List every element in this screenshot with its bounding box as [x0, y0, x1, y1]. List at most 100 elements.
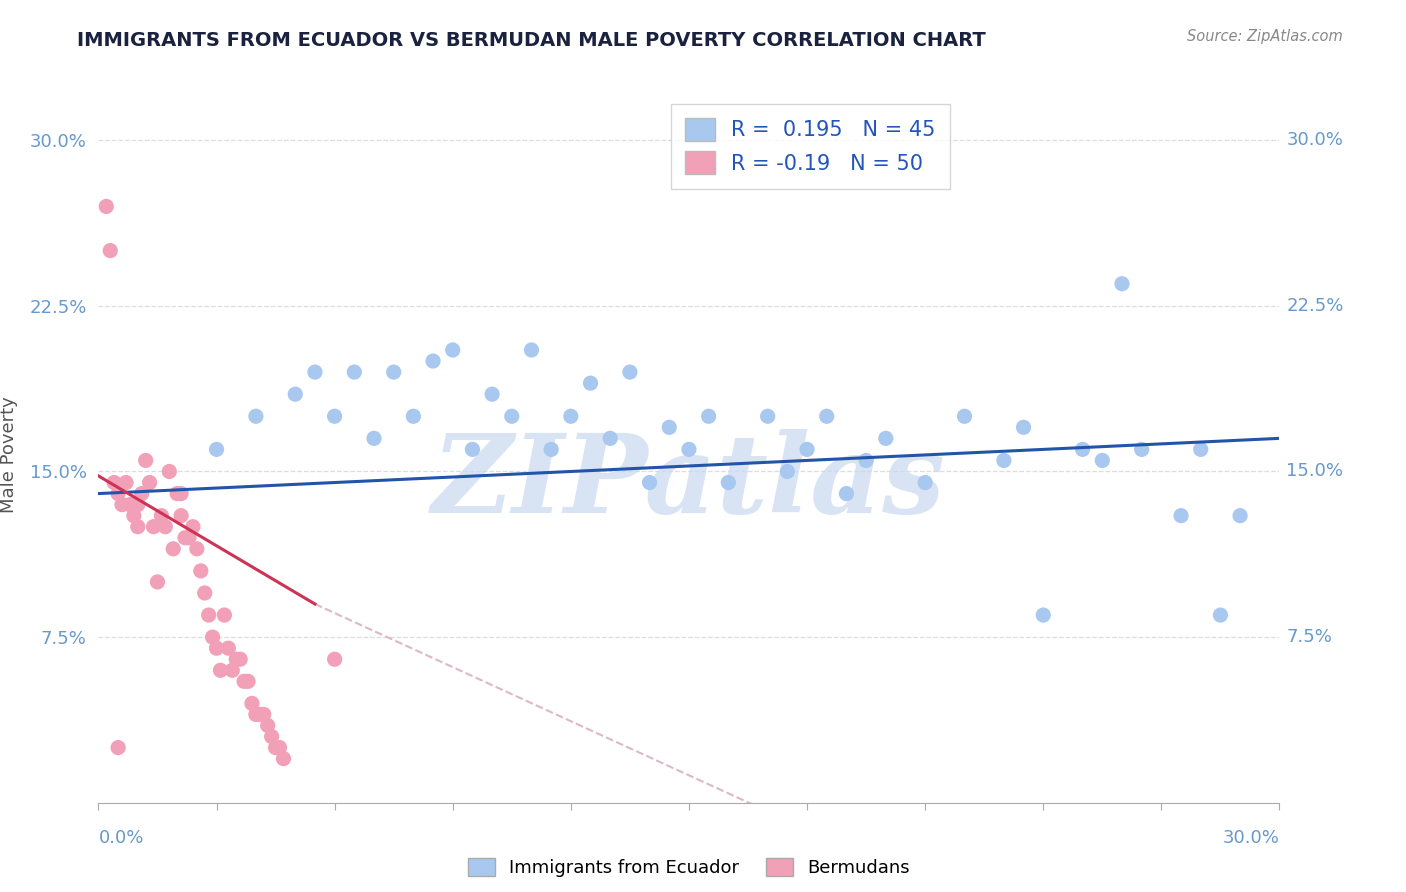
Point: [249, 707, 271, 722]
Point: [118, 498, 141, 512]
Point: [579, 376, 602, 391]
Point: [127, 519, 149, 533]
Point: [233, 674, 256, 689]
Point: [115, 475, 138, 490]
Point: [264, 740, 287, 755]
Point: [122, 508, 145, 523]
Point: [245, 707, 267, 722]
Point: [131, 486, 153, 500]
Point: [560, 409, 582, 424]
Point: [1170, 508, 1192, 523]
Point: [638, 475, 661, 490]
Point: [170, 486, 193, 500]
Point: [197, 608, 219, 623]
Point: [194, 586, 217, 600]
Point: [111, 498, 134, 512]
Point: [619, 365, 641, 379]
Point: [162, 541, 184, 556]
Point: [284, 387, 307, 401]
Point: [170, 508, 193, 523]
Point: [796, 442, 818, 457]
Point: [875, 431, 897, 445]
Text: 22.5%: 22.5%: [1286, 297, 1344, 315]
Point: [146, 574, 169, 589]
Point: [1130, 442, 1153, 457]
Point: [229, 652, 252, 666]
Point: [422, 354, 444, 368]
Point: [209, 663, 232, 677]
Point: [214, 608, 236, 623]
Point: [260, 730, 283, 744]
Point: [776, 465, 799, 479]
Point: [815, 409, 838, 424]
Point: [1091, 453, 1114, 467]
Text: 30.0%: 30.0%: [1223, 829, 1279, 847]
Point: [1032, 608, 1054, 623]
Point: [181, 519, 204, 533]
Point: [225, 652, 247, 666]
Point: [190, 564, 212, 578]
Point: [678, 442, 700, 457]
Point: [658, 420, 681, 434]
Point: [177, 531, 200, 545]
Point: [855, 453, 877, 467]
Point: [1229, 508, 1251, 523]
Point: [1012, 420, 1035, 434]
Point: [245, 409, 267, 424]
Point: [236, 674, 259, 689]
Point: [217, 641, 239, 656]
Y-axis label: Male Poverty: Male Poverty: [0, 397, 18, 513]
Text: IMMIGRANTS FROM ECUADOR VS BERMUDAN MALE POVERTY CORRELATION CHART: IMMIGRANTS FROM ECUADOR VS BERMUDAN MALE…: [77, 31, 986, 50]
Point: [520, 343, 543, 357]
Point: [1071, 442, 1094, 457]
Text: 0.0%: 0.0%: [98, 829, 143, 847]
Point: [135, 453, 157, 467]
Point: [382, 365, 405, 379]
Point: [697, 409, 720, 424]
Point: [599, 431, 621, 445]
Point: [96, 199, 118, 213]
Point: [127, 498, 149, 512]
Point: [323, 652, 346, 666]
Point: [174, 531, 197, 545]
Point: [402, 409, 425, 424]
Point: [201, 630, 224, 644]
Point: [441, 343, 464, 357]
Point: [107, 740, 129, 755]
Point: [1209, 608, 1232, 623]
Point: [157, 465, 180, 479]
Point: [481, 387, 503, 401]
Point: [205, 442, 228, 457]
Text: 30.0%: 30.0%: [1286, 131, 1343, 149]
Point: [323, 409, 346, 424]
Text: ZIPatlas: ZIPatlas: [432, 429, 946, 536]
Point: [304, 365, 326, 379]
Point: [166, 486, 188, 500]
Point: [1189, 442, 1212, 457]
Point: [501, 409, 523, 424]
Point: [540, 442, 562, 457]
Text: Source: ZipAtlas.com: Source: ZipAtlas.com: [1187, 29, 1343, 44]
Text: 7.5%: 7.5%: [1286, 628, 1333, 646]
Point: [150, 508, 173, 523]
Text: 15.0%: 15.0%: [1286, 462, 1344, 481]
Point: [205, 641, 228, 656]
Legend: R =  0.195   N = 45, R = -0.19   N = 50: R = 0.195 N = 45, R = -0.19 N = 50: [671, 103, 950, 188]
Point: [221, 663, 243, 677]
Point: [756, 409, 779, 424]
Point: [269, 740, 291, 755]
Point: [717, 475, 740, 490]
Point: [1111, 277, 1133, 291]
Point: [953, 409, 976, 424]
Point: [256, 718, 278, 732]
Point: [914, 475, 936, 490]
Point: [343, 365, 366, 379]
Point: [363, 431, 385, 445]
Point: [138, 475, 160, 490]
Point: [98, 244, 121, 258]
Point: [103, 475, 125, 490]
Point: [273, 751, 295, 765]
Point: [155, 519, 177, 533]
Point: [835, 486, 858, 500]
Point: [993, 453, 1015, 467]
